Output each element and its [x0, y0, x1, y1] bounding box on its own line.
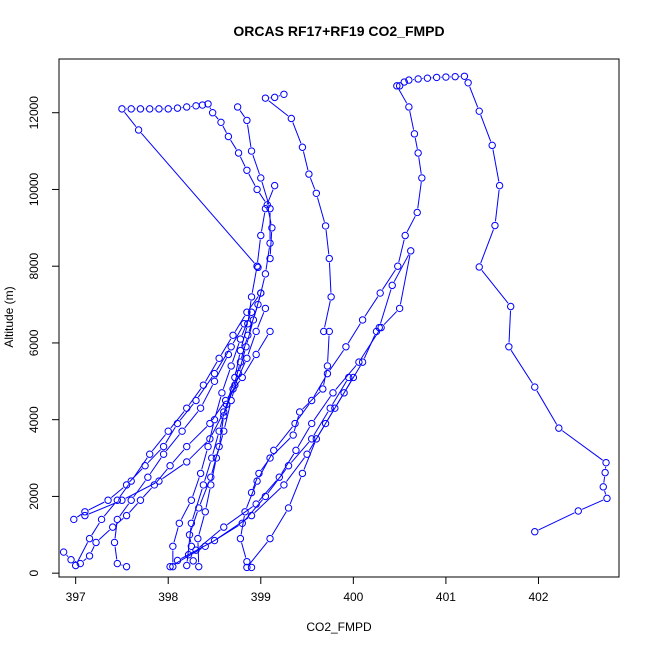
y-axis-label: Altitude (m) [2, 286, 16, 347]
y-tick-label: 8000 [27, 253, 41, 280]
y-tick-label: 4000 [27, 406, 41, 433]
y-tick-label: 10000 [27, 172, 41, 206]
series-line-segment [190, 539, 191, 542]
series-line-segment [210, 108, 211, 109]
y-tick-label: 12000 [27, 96, 41, 130]
y-tick-label: 2000 [27, 483, 41, 510]
y-tick-label: 6000 [27, 329, 41, 356]
x-tick-label: 397 [66, 590, 86, 604]
x-tick-label: 400 [343, 590, 363, 604]
x-axis-label: CO2_FMPD [306, 620, 372, 634]
series-line-segment [75, 561, 76, 562]
chart-title: ORCAS RF17+RF19 CO2_FMPD [233, 23, 444, 39]
series-line-segment [198, 543, 199, 563]
x-tick-label: 401 [436, 590, 456, 604]
y-tick-label: 0 [27, 570, 41, 577]
x-tick-label: 398 [158, 590, 178, 604]
x-tick-label: 399 [251, 590, 271, 604]
x-tick-label: 402 [528, 590, 548, 604]
